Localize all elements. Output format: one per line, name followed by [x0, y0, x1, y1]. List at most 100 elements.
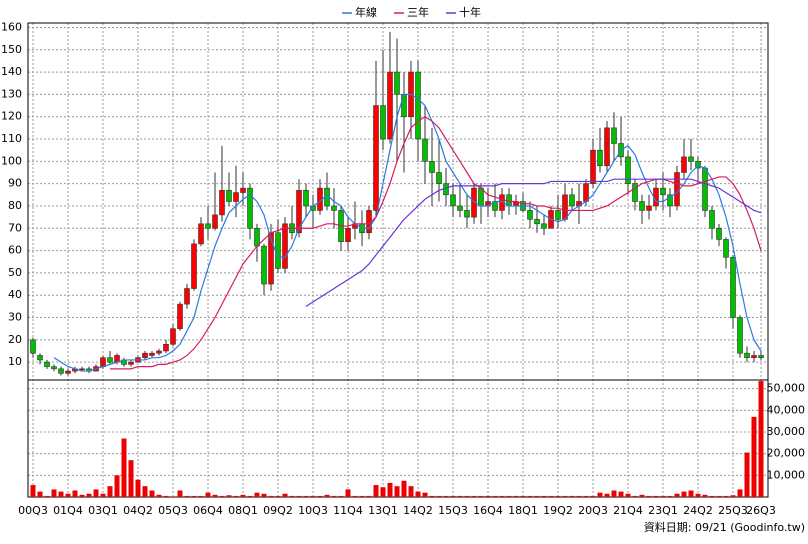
- candle-body: [569, 194, 575, 207]
- volume-bar: [576, 495, 582, 497]
- volume-bar: [569, 495, 575, 497]
- volume-bar: [709, 495, 715, 497]
- volume-bar: [751, 416, 757, 497]
- volume-bar: [100, 493, 106, 497]
- volume-bar: [464, 495, 470, 497]
- volume-bar: [352, 495, 358, 497]
- y2-tick-label: 20,000: [767, 447, 806, 460]
- volume-bar: [51, 489, 57, 497]
- candle-body: [723, 239, 729, 258]
- candle-body: [177, 303, 183, 329]
- volume-bar: [681, 491, 687, 497]
- candle-body: [65, 370, 71, 374]
- volume-bar: [408, 486, 414, 497]
- candle-body: [429, 161, 435, 173]
- x-tick-label: 09Q2: [263, 504, 293, 517]
- volume-bar: [296, 495, 302, 497]
- x-tick-label: 08Q1: [228, 504, 258, 517]
- volume-bar: [653, 495, 659, 497]
- y2-tick-label: 40,000: [767, 403, 806, 416]
- candle-body: [79, 368, 85, 371]
- candle-body: [100, 357, 106, 367]
- y-tick-label: 20: [8, 333, 22, 346]
- x-tick-label: 04Q2: [123, 504, 153, 517]
- volume-bar: [541, 495, 547, 497]
- volume-bar: [660, 495, 666, 497]
- candle-body: [450, 194, 456, 207]
- x-tick-label: 23Q1: [648, 504, 678, 517]
- volume-bar: [191, 495, 197, 497]
- volume-bar: [604, 493, 610, 497]
- x-tick-label: 01Q4: [53, 504, 83, 517]
- volume-bar: [632, 495, 638, 497]
- candle-body: [149, 352, 155, 356]
- volume-bar: [723, 495, 729, 497]
- candle-body: [464, 210, 470, 218]
- volume-bar: [373, 485, 379, 497]
- candle-body: [674, 172, 680, 207]
- volume-bar: [744, 452, 750, 497]
- candle-body: [562, 194, 568, 220]
- x-tick-label: 10Q3: [298, 504, 328, 517]
- volume-bar: [492, 495, 498, 497]
- x-tick-label: 16Q4: [473, 504, 503, 517]
- candle-body: [44, 361, 50, 367]
- y2-tick-label: 30,000: [767, 425, 806, 438]
- volume-bar: [282, 493, 288, 497]
- x-tick-label: 26Q3: [746, 504, 776, 517]
- candle-body: [660, 187, 666, 196]
- legend-label: 三年: [407, 5, 429, 19]
- volume-bar: [688, 490, 694, 497]
- y-tick-label: 80: [8, 199, 22, 212]
- candle-body: [478, 187, 484, 207]
- volume-bar: [268, 495, 274, 497]
- volume-bar: [583, 495, 589, 497]
- candle-body: [191, 243, 197, 289]
- volume-bar: [163, 495, 169, 497]
- y-tick-label: 160: [1, 20, 22, 33]
- candle-body: [737, 317, 743, 354]
- volume-bar: [310, 495, 316, 497]
- x-tick-label: 03Q1: [88, 504, 118, 517]
- volume-bar: [303, 495, 309, 497]
- volume-bar: [737, 489, 743, 497]
- volume-bar: [128, 460, 134, 497]
- volume-bar: [79, 494, 85, 497]
- candle-body: [331, 205, 337, 211]
- volume-bar: [443, 495, 449, 497]
- volume-bar: [716, 495, 722, 497]
- candle-body: [303, 190, 309, 207]
- candle-body: [212, 214, 218, 229]
- legend-label: 十年: [459, 5, 481, 19]
- candle-body: [527, 210, 533, 220]
- y-tick-label: 70: [8, 221, 22, 234]
- y2-tick-label: 10,000: [767, 468, 806, 481]
- candle-body: [233, 192, 239, 202]
- volume-bar: [401, 480, 407, 497]
- volume-bar: [695, 493, 701, 497]
- candle-body: [156, 350, 162, 354]
- volume-bar: [380, 487, 386, 497]
- volume-bar: [702, 494, 708, 497]
- volume-bar: [44, 495, 50, 497]
- candle-body: [163, 343, 169, 352]
- volume-bar: [247, 495, 253, 497]
- volume-bar: [86, 493, 92, 497]
- candle-body: [247, 187, 253, 229]
- x-tick-label: 00Q3: [18, 504, 48, 517]
- volume-bar: [534, 495, 540, 497]
- candle-body: [695, 161, 701, 169]
- candle-body: [555, 210, 561, 220]
- volume-bar: [93, 489, 99, 497]
- volume-bar: [597, 492, 603, 497]
- volume-bar: [436, 495, 442, 497]
- candle-body: [744, 352, 750, 358]
- volume-bar: [275, 495, 281, 497]
- candle-body: [128, 361, 134, 365]
- volume-bar: [212, 494, 218, 497]
- legend-label: 年線: [355, 5, 377, 19]
- y-tick-label: 90: [8, 177, 22, 190]
- volume-bar: [478, 495, 484, 497]
- volume-bar: [422, 492, 428, 497]
